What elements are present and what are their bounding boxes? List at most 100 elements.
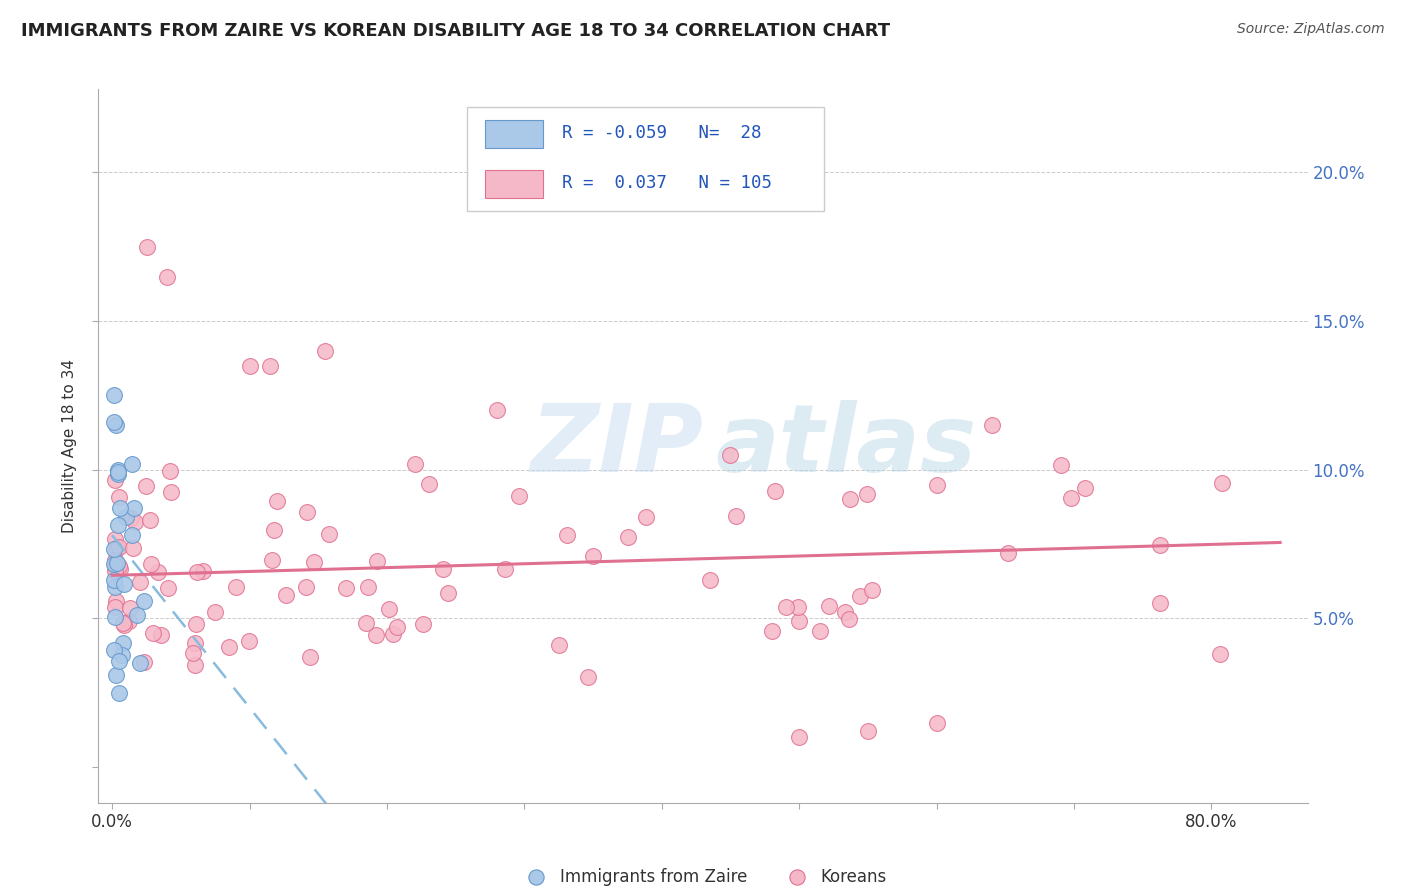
Point — [294, 580, 316, 594]
Point — [848, 590, 870, 604]
Point — [699, 573, 721, 587]
Point — [787, 614, 810, 628]
Point — [1149, 538, 1171, 552]
Point — [121, 541, 143, 555]
Point — [107, 654, 129, 668]
Y-axis label: Disability Age 18 to 34: Disability Age 18 to 34 — [62, 359, 77, 533]
Point — [104, 533, 127, 547]
Point — [156, 581, 179, 595]
Point — [485, 403, 508, 417]
Point — [1209, 647, 1232, 661]
Point — [838, 491, 860, 506]
Point — [121, 458, 143, 472]
Point — [181, 646, 204, 660]
Point — [335, 581, 357, 595]
Point — [418, 476, 440, 491]
Point — [763, 483, 786, 498]
Point — [122, 500, 145, 515]
Point — [108, 500, 131, 515]
Text: ZIP: ZIP — [530, 400, 703, 492]
Point — [508, 489, 530, 503]
Point — [105, 541, 128, 555]
Point — [997, 546, 1019, 560]
Point — [111, 615, 134, 630]
Point — [105, 418, 128, 433]
Point — [150, 628, 173, 642]
Point — [124, 516, 146, 530]
Point — [1149, 596, 1171, 610]
Text: Source: ZipAtlas.com: Source: ZipAtlas.com — [1237, 22, 1385, 37]
Point — [159, 464, 181, 478]
Point — [108, 562, 131, 576]
Point — [925, 477, 948, 491]
Point — [132, 594, 155, 608]
Point — [142, 626, 165, 640]
Point — [104, 553, 127, 567]
Point — [104, 580, 127, 594]
Point — [204, 605, 226, 619]
Point — [818, 599, 841, 613]
Point — [107, 559, 129, 574]
Point — [146, 566, 169, 580]
Text: R =  0.037   N = 105: R = 0.037 N = 105 — [561, 175, 772, 193]
Point — [120, 511, 142, 525]
Point — [103, 642, 125, 657]
Point — [103, 388, 125, 402]
Point — [262, 552, 284, 566]
Point — [104, 610, 127, 624]
Point — [156, 269, 179, 284]
Point — [298, 650, 321, 665]
Point — [357, 580, 380, 594]
Point — [494, 562, 516, 576]
Point — [404, 457, 426, 471]
Point — [103, 573, 125, 587]
Point — [117, 614, 139, 628]
Legend: Immigrants from Zaire, Koreans: Immigrants from Zaire, Koreans — [513, 861, 893, 892]
Point — [385, 620, 408, 634]
Point — [184, 616, 207, 631]
FancyBboxPatch shape — [467, 107, 824, 211]
Point — [787, 731, 810, 745]
Point — [110, 648, 132, 662]
Point — [576, 670, 599, 684]
Point — [834, 605, 856, 619]
FancyBboxPatch shape — [485, 120, 543, 148]
Point — [634, 510, 657, 524]
FancyBboxPatch shape — [485, 169, 543, 198]
Point — [218, 640, 240, 654]
Point — [364, 628, 387, 642]
Point — [238, 633, 260, 648]
Point — [107, 518, 129, 533]
Point — [105, 594, 128, 608]
Point — [581, 549, 603, 563]
Point — [314, 343, 336, 358]
Point — [112, 577, 135, 591]
Point — [139, 513, 162, 527]
Point — [225, 580, 247, 594]
Point — [856, 724, 879, 739]
Point — [838, 612, 860, 626]
Point — [432, 562, 454, 576]
Point — [186, 565, 208, 579]
Point — [118, 600, 141, 615]
Text: IMMIGRANTS FROM ZAIRE VS KOREAN DISABILITY AGE 18 TO 34 CORRELATION CHART: IMMIGRANTS FROM ZAIRE VS KOREAN DISABILI… — [21, 22, 890, 40]
Point — [104, 564, 127, 578]
Point — [259, 359, 281, 373]
Point — [135, 478, 157, 492]
Point — [318, 527, 340, 541]
Point — [104, 559, 127, 574]
Point — [378, 601, 401, 615]
Point — [980, 418, 1002, 433]
Point — [276, 588, 298, 602]
Point — [302, 556, 325, 570]
Point — [103, 415, 125, 429]
Point — [128, 574, 150, 589]
Point — [239, 359, 262, 373]
Point — [160, 485, 183, 500]
Point — [808, 624, 831, 639]
Point — [761, 624, 783, 638]
Point — [295, 505, 318, 519]
Point — [107, 463, 129, 477]
Point — [141, 557, 163, 571]
Point — [366, 554, 388, 568]
